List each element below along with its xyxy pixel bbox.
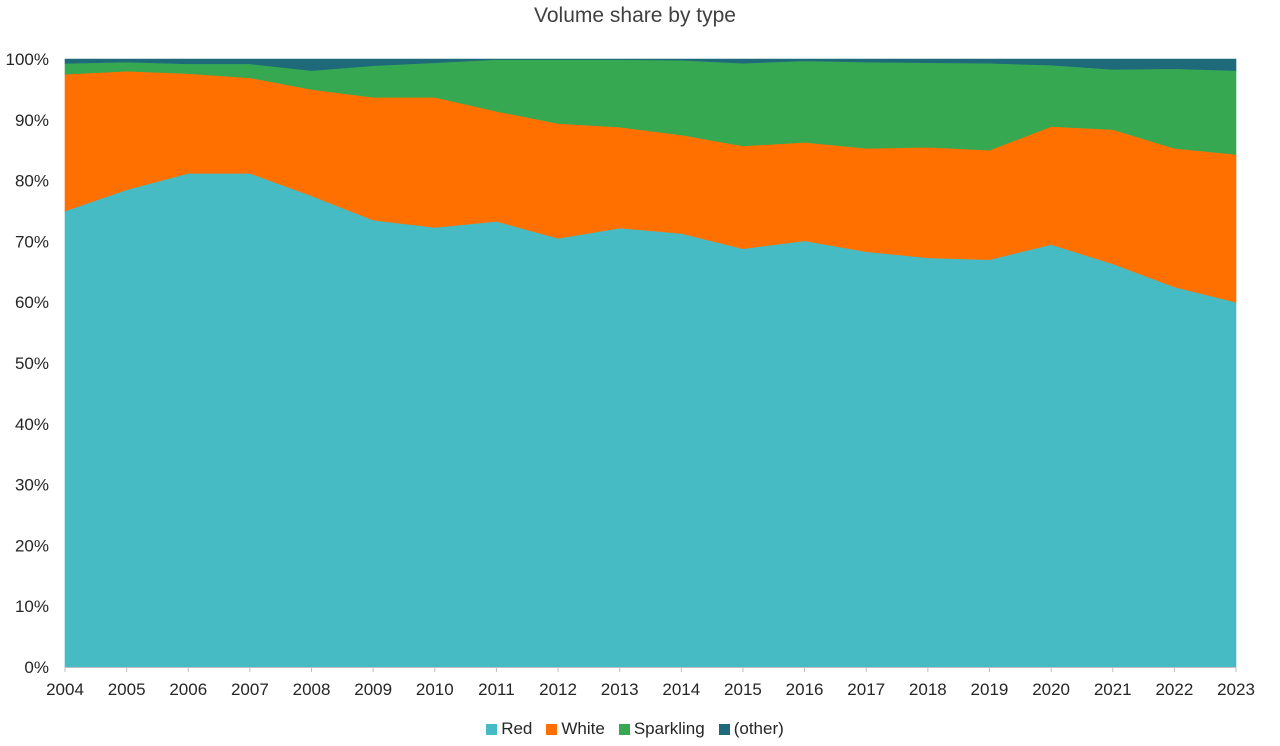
x-tick-label: 2008: [293, 680, 331, 699]
x-tick-label: 2019: [971, 680, 1009, 699]
legend-label-sparkling: Sparkling: [633, 719, 705, 738]
legend-item-sparkling[interactable]: Sparkling: [618, 719, 705, 739]
x-tick-label: 2017: [847, 680, 885, 699]
y-tick-label: 40%: [15, 415, 49, 434]
legend-label-other: (other): [733, 719, 784, 738]
x-tick-label: 2023: [1217, 680, 1255, 699]
x-tick-label: 2013: [601, 680, 639, 699]
x-tick-label: 2007: [231, 680, 269, 699]
y-tick-label: 90%: [15, 111, 49, 130]
x-tick-label: 2014: [662, 680, 700, 699]
y-tick-label: 30%: [15, 476, 49, 495]
x-tick-label: 2004: [46, 680, 84, 699]
y-tick-label: 80%: [15, 172, 49, 191]
area-series-other: [64, 58, 1237, 71]
legend: Red White Sparkling (other): [0, 719, 1270, 739]
legend-item-white[interactable]: White: [546, 719, 605, 739]
y-tick-label: 10%: [15, 597, 49, 616]
y-tick-label: 0%: [24, 658, 49, 677]
legend-item-red[interactable]: Red: [486, 719, 532, 739]
x-tick-label: 2021: [1094, 680, 1132, 699]
legend-swatch-other: [718, 723, 730, 735]
x-tick-label: 2006: [169, 680, 207, 699]
x-tick-label: 2011: [478, 680, 515, 699]
y-tick-label: 100%: [6, 50, 49, 69]
x-tick-label: 2018: [909, 680, 947, 699]
chart-title: Volume share by type: [534, 4, 736, 27]
x-tick-label: 2015: [724, 680, 762, 699]
y-tick-label: 70%: [15, 232, 49, 251]
x-tick-label: 2016: [786, 680, 824, 699]
legend-swatch-red: [486, 723, 498, 735]
y-tick-label: 60%: [15, 293, 49, 312]
legend-swatch-sparkling: [618, 723, 630, 735]
legend-label-red: Red: [501, 719, 533, 738]
y-tick-label: 50%: [15, 354, 49, 373]
x-tick-label: 2010: [416, 680, 454, 699]
x-tick-label: 2020: [1032, 680, 1070, 699]
legend-label-white: White: [561, 719, 605, 738]
x-tick-label: 2009: [354, 680, 392, 699]
x-tick-label: 2022: [1155, 680, 1193, 699]
y-tick-label: 20%: [15, 536, 49, 555]
legend-swatch-white: [546, 723, 558, 735]
legend-item-other[interactable]: (other): [718, 719, 784, 739]
x-tick-label: 2012: [539, 680, 577, 699]
x-tick-label: 2005: [108, 680, 146, 699]
